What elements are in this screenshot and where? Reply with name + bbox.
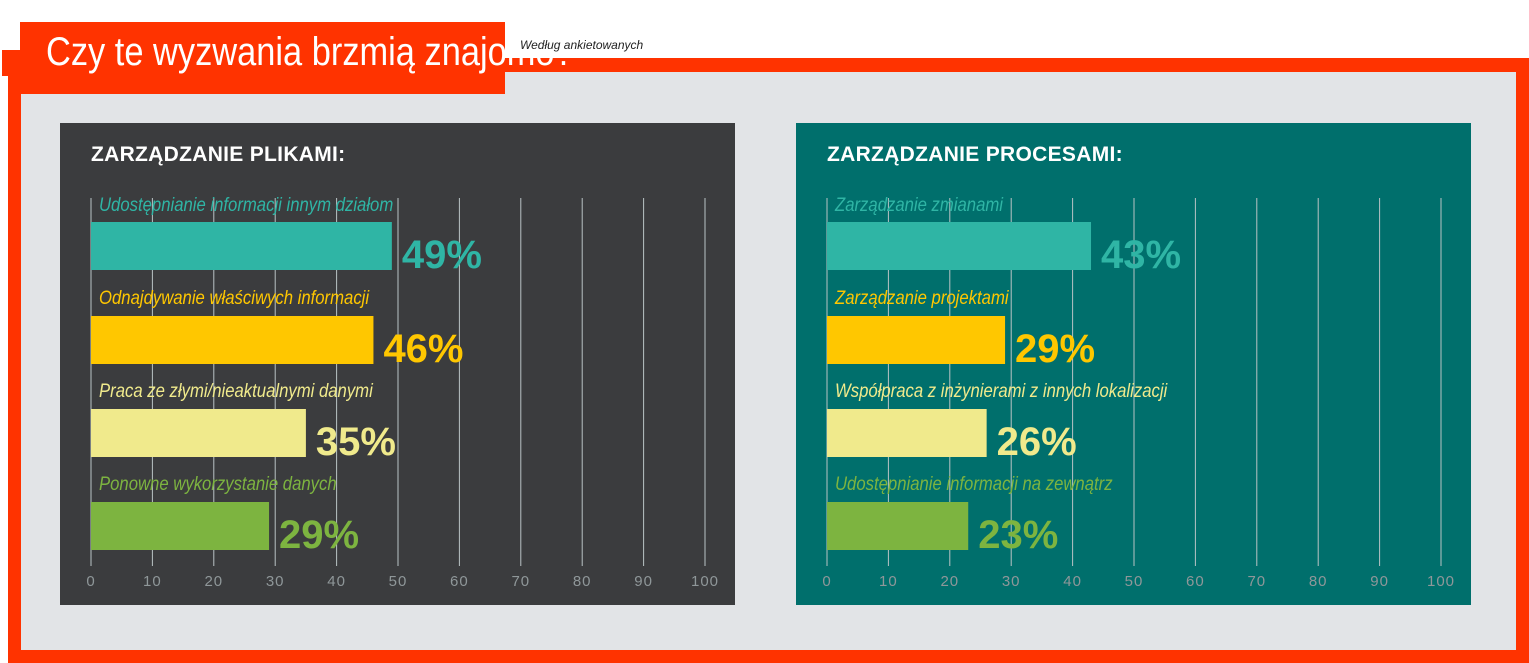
x-tick-label: 0 bbox=[86, 573, 95, 590]
chart-panel-process-management: ZARZĄDZANIE PROCESAMI: 0 10 20 30 40 50 60 70 80… bbox=[796, 123, 1471, 605]
bar bbox=[91, 222, 392, 270]
x-tick-label: 80 bbox=[573, 573, 592, 590]
chart-title: ZARZĄDZANIE PLIKAMI: bbox=[91, 143, 346, 166]
x-tick-label: 40 bbox=[327, 573, 346, 590]
x-tick-label: 30 bbox=[1002, 573, 1021, 590]
bar bbox=[827, 316, 1006, 364]
x-tick-label: 80 bbox=[1309, 573, 1328, 590]
value-label: 46% bbox=[383, 327, 463, 371]
x-tick-label: 90 bbox=[634, 573, 653, 590]
title-tab: Czy te wyzwania brzmią znajomo? bbox=[20, 22, 574, 94]
bar bbox=[827, 409, 987, 457]
category-label: Praca ze złymi/nieaktualnymi danymi bbox=[99, 380, 374, 401]
x-tick-label: 90 bbox=[1370, 573, 1389, 590]
x-tick-label: 70 bbox=[1247, 573, 1266, 590]
value-label: 35% bbox=[316, 420, 396, 464]
x-tick-label: 70 bbox=[511, 573, 530, 590]
chart-panel-file-management: ZARZĄDZANIE PLIKAMI: 0 10 20 30 40 50 60 70 80 90… bbox=[60, 123, 735, 605]
chart-process-management: 0 10 20 30 40 50 60 70 80 90 100 Zarządzanie zmiana… bbox=[822, 194, 1455, 590]
bar bbox=[827, 502, 969, 550]
value-label: 49% bbox=[402, 233, 482, 277]
x-tick-label: 10 bbox=[143, 573, 162, 590]
category-label: Odnajdywanie właściwych informacji bbox=[99, 287, 370, 308]
x-tick-label: 50 bbox=[389, 573, 408, 590]
value-label: 29% bbox=[279, 513, 359, 557]
value-label: 29% bbox=[1015, 327, 1095, 371]
chart-title: ZARZĄDZANIE PROCESAMI: bbox=[827, 143, 1123, 166]
category-label: Współpraca z inżynierami z innych lokali… bbox=[835, 380, 1168, 401]
value-label: 23% bbox=[978, 513, 1058, 557]
bar bbox=[91, 502, 270, 550]
x-tick-label: 100 bbox=[691, 573, 719, 590]
bar bbox=[827, 222, 1092, 270]
category-label: Ponowne wykorzystanie danych bbox=[99, 473, 337, 494]
x-tick-label: 20 bbox=[204, 573, 223, 590]
x-tick-label: 100 bbox=[1427, 573, 1455, 590]
bar bbox=[91, 316, 374, 364]
chart-file-management: 0 10 20 30 40 50 60 70 80 90 100 Udostępnianie info… bbox=[86, 194, 719, 590]
x-tick-label: 20 bbox=[940, 573, 959, 590]
value-label: 26% bbox=[997, 420, 1077, 464]
x-tick-label: 50 bbox=[1125, 573, 1144, 590]
x-tick-label: 10 bbox=[879, 573, 898, 590]
bar bbox=[91, 409, 306, 457]
category-label: Zarządzanie projektami bbox=[834, 287, 1009, 308]
subtitle: Według ankietowanych bbox=[520, 38, 644, 52]
x-tick-label: 60 bbox=[450, 573, 469, 590]
x-tick-label: 0 bbox=[822, 573, 831, 590]
x-tick-label: 40 bbox=[1063, 573, 1082, 590]
category-label: Udostępnianie informacji innym działom bbox=[99, 194, 393, 215]
page-title: Czy te wyzwania brzmią znajomo? bbox=[46, 30, 574, 74]
category-label: Zarządzanie zmianami bbox=[834, 194, 1004, 215]
value-label: 43% bbox=[1101, 233, 1181, 277]
x-tick-label: 30 bbox=[266, 573, 285, 590]
category-label: Udostępnianie informacji na zewnątrz bbox=[835, 473, 1113, 494]
x-tick-label: 60 bbox=[1186, 573, 1205, 590]
